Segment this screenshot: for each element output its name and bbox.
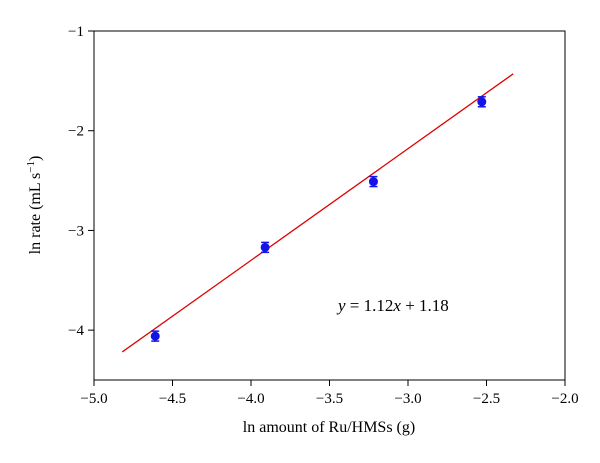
x-axis-title: ln amount of Ru/HMSs (g) (243, 419, 415, 436)
data-points-layer (150, 96, 487, 342)
x-tick-label: −4.5 (159, 391, 186, 407)
y-axis-title: ln rate (mL s−1) (25, 156, 44, 255)
y-tick-label: −4 (68, 323, 84, 339)
data-point (368, 177, 378, 187)
y-tick-label: −2 (68, 124, 84, 140)
x-tick-label: −4.0 (237, 391, 264, 407)
equation-annotation: y = 1.12x + 1.18 (336, 296, 449, 315)
x-tick-label: −2.0 (551, 391, 578, 407)
x-tick-label: −2.5 (473, 391, 500, 407)
y-tick-label: −1 (68, 24, 84, 40)
x-tick-label: −5.0 (80, 391, 107, 407)
y-tick-label: −3 (68, 223, 84, 239)
data-point (260, 242, 270, 252)
data-point (150, 331, 160, 341)
x-tick-label: −3.0 (394, 391, 421, 407)
fit-line (121, 73, 514, 353)
x-axis-ticks: −5.0 −4.5 −4.0 −3.5 −3.0 −2.5 −2.0 (80, 380, 579, 407)
plot-frame (93, 30, 566, 381)
x-tick-label: −3.5 (316, 391, 343, 407)
data-point (477, 97, 487, 107)
fit-line-layer (121, 73, 514, 353)
y-axis-ticks: −4 −3 −2 −1 (68, 24, 94, 339)
